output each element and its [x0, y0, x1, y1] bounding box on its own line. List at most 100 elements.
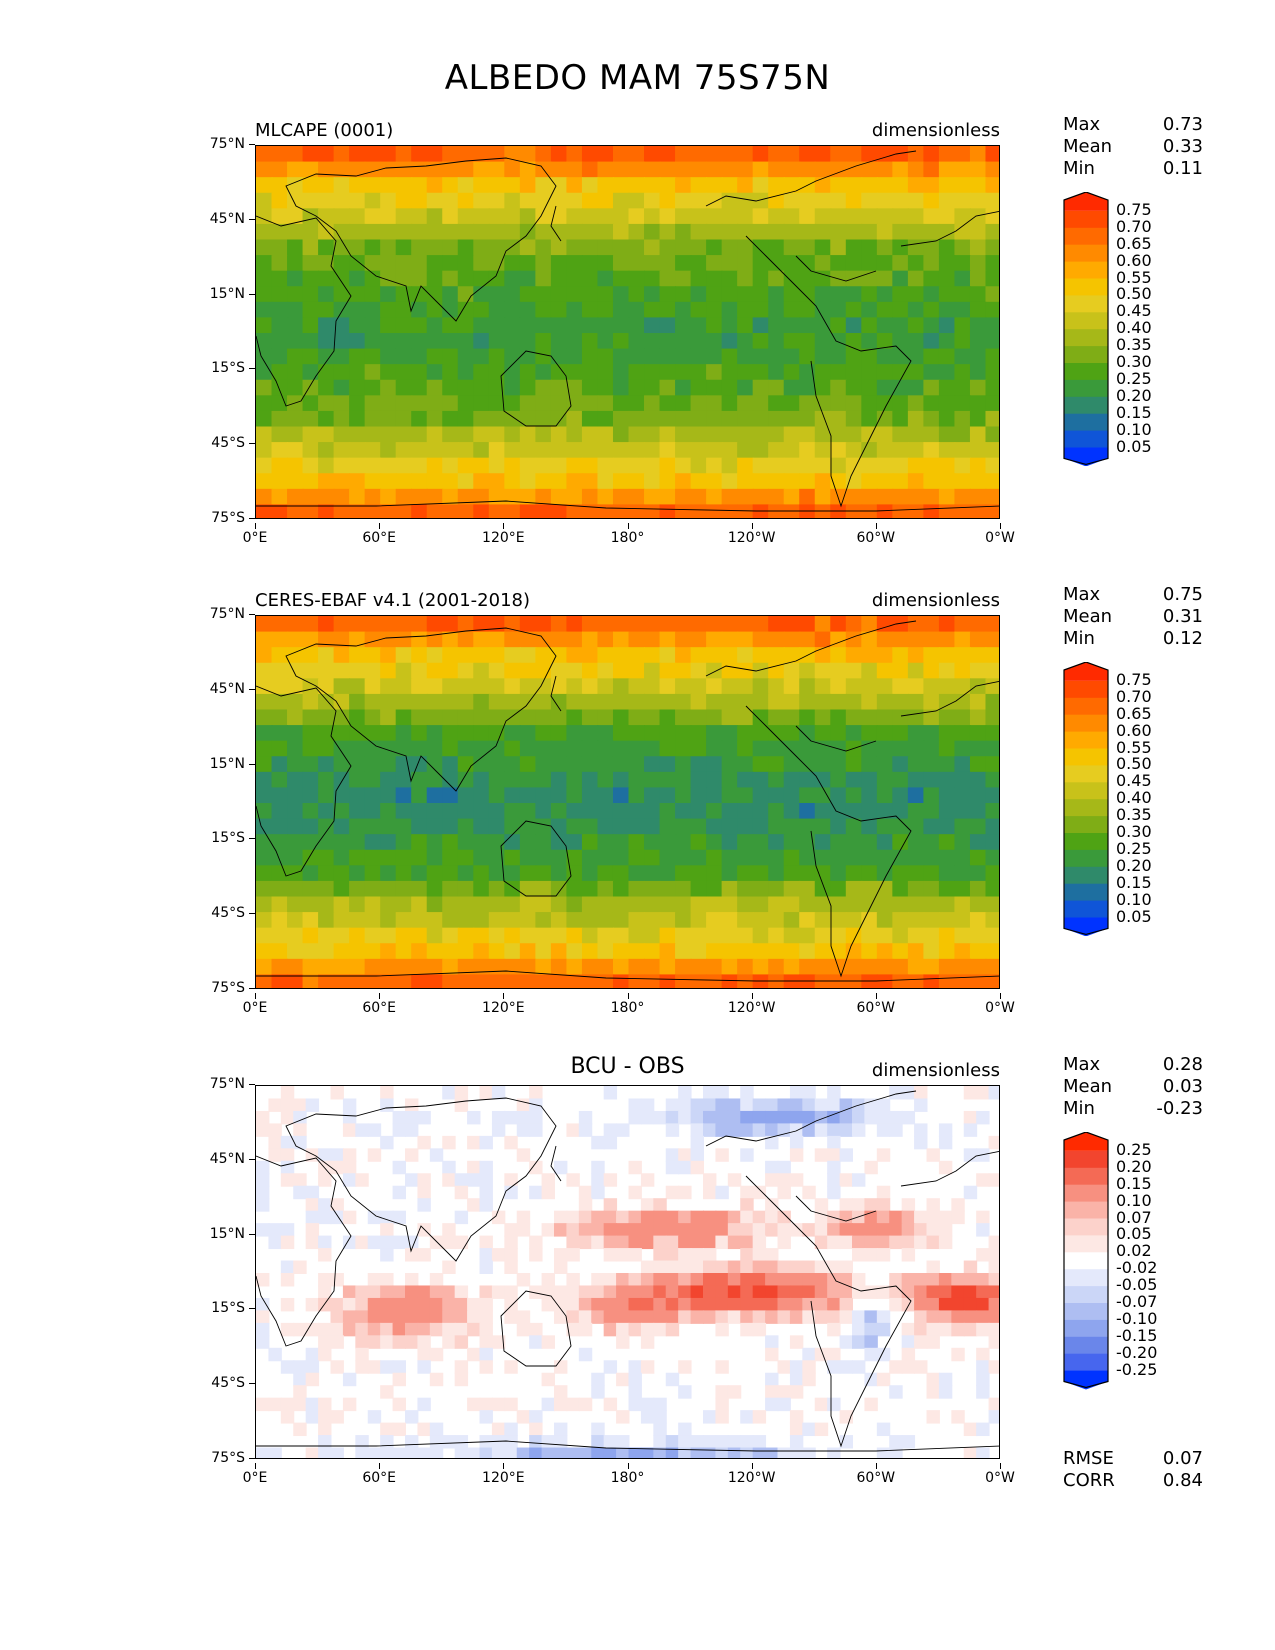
- lon-tick-label: 120°W: [722, 523, 782, 546]
- colorbar-tick-label: 0.15: [1116, 402, 1152, 422]
- colorbar-tick-label: -0.02: [1116, 1258, 1158, 1278]
- colorbar-tick-label: 0.20: [1116, 1156, 1152, 1176]
- colorbar-tick-label: 0.02: [1116, 1241, 1152, 1261]
- panel-title: MLCAPE (0001): [255, 120, 394, 141]
- albedo-field: [256, 616, 999, 988]
- colorbar-tick-label: 0.40: [1116, 318, 1152, 338]
- figure-title: ALBEDO MAM 75S75N: [444, 58, 831, 98]
- colorbar-tick-label: 0.15: [1116, 1173, 1152, 1193]
- colorbar-swatch: [1064, 346, 1108, 364]
- colorbar-tick-label: 0.20: [1116, 855, 1152, 875]
- panel-model: MLCAPE (0001) dimensionless Max 0.73 Mean…: [0, 114, 1275, 590]
- colorbar-tick-label: 0.07: [1116, 1207, 1152, 1227]
- lon-tick-label: 0°W: [970, 523, 1030, 546]
- colorbar-swatch: [1064, 430, 1108, 448]
- max-label: Max: [1063, 114, 1101, 135]
- colorbar-tick-label: 0.50: [1116, 754, 1152, 774]
- colorbar-tick-label: 0.75: [1116, 669, 1152, 689]
- lat-tick-label: 15°N: [190, 1226, 255, 1242]
- lon-tick-label: 0°W: [970, 1463, 1030, 1486]
- lat-tick-label: 45°S: [190, 905, 255, 921]
- lon-tick-label: 180°: [598, 1463, 658, 1486]
- colorbar-swatches: [1063, 662, 1109, 937]
- colorbar-swatch: [1064, 1201, 1108, 1219]
- mean-label: Mean: [1063, 1076, 1113, 1097]
- max-label: Max: [1063, 584, 1101, 605]
- min-value: 0.11: [1162, 158, 1203, 179]
- colorbar-swatch: [1064, 816, 1108, 834]
- min-label: Min: [1063, 1098, 1095, 1119]
- albedo-field: [256, 146, 999, 518]
- lat-tick-label: 15°N: [190, 286, 255, 302]
- colorbar-tick-label: -0.20: [1116, 1342, 1158, 1362]
- colorbar-swatch: [1064, 379, 1108, 398]
- colorbar-tick-label: 0.30: [1116, 822, 1152, 841]
- colorbar-swatch: [1064, 1167, 1108, 1186]
- lon-tick-label: 120°E: [473, 1463, 533, 1486]
- colorbar-swatch: [1064, 833, 1108, 851]
- colorbar-tick-label: 0.35: [1116, 335, 1152, 355]
- colorbar-swatch: [1064, 192, 1108, 211]
- min-label: Min: [1063, 158, 1095, 179]
- colorbar-swatches: [1063, 1132, 1109, 1390]
- min-value: -0.23: [1156, 1098, 1203, 1119]
- colorbar-tick-label: 0.45: [1116, 771, 1152, 791]
- colorbar-swatch: [1064, 866, 1108, 885]
- colorbar-swatch: [1064, 396, 1108, 415]
- colorbar-tick-label: 0.05: [1116, 906, 1152, 926]
- colorbar-swatch: [1064, 363, 1108, 381]
- colorbar-tick-label: 0.70: [1116, 216, 1152, 236]
- lat-tick-label: 15°S: [190, 830, 255, 846]
- colorbar-tick-label: 0.15: [1116, 872, 1152, 892]
- max-label: Max: [1063, 1054, 1101, 1075]
- colorbar-swatch: [1064, 1286, 1108, 1304]
- panel-units: dimensionless: [871, 1060, 1000, 1081]
- colorbar-tick-label: -0.07: [1116, 1292, 1158, 1311]
- albedo-map: [255, 145, 1000, 519]
- colorbar-swatch: [1064, 1370, 1108, 1390]
- colorbar-swatch: [1064, 1235, 1108, 1253]
- colorbar-swatch: [1064, 900, 1108, 918]
- lon-tick-label: 120°E: [473, 523, 533, 546]
- colorbar-tick-label: 0.10: [1116, 889, 1152, 909]
- lon-tick-label: 0°W: [970, 993, 1030, 1016]
- colorbar-swatch: [1064, 1353, 1108, 1372]
- colorbar-tick-label: 0.25: [1116, 1139, 1152, 1159]
- colorbar-tick-label: -0.05: [1116, 1275, 1158, 1295]
- colorbar-tick-label: 0.05: [1116, 1224, 1152, 1244]
- colorbar-tick-label: 0.10: [1116, 1190, 1152, 1210]
- colorbar-swatch: [1064, 261, 1108, 279]
- lon-tick-label: 120°W: [722, 1463, 782, 1486]
- rmse-corr-box: RMSE 0.07 CORR 0.84: [1063, 1448, 1203, 1492]
- colorbar-tick-label: 0.30: [1116, 352, 1152, 371]
- colorbar-swatch: [1064, 1303, 1108, 1321]
- colorbar-tick-label: 0.50: [1116, 284, 1152, 304]
- colorbar-swatches: [1063, 192, 1109, 467]
- colorbar-swatch: [1064, 295, 1108, 313]
- colorbar-swatch: [1064, 210, 1108, 229]
- colorbar-swatch: [1064, 447, 1108, 467]
- colorbar-tick-label: 0.65: [1116, 233, 1152, 253]
- colorbar-swatch: [1064, 1319, 1108, 1338]
- colorbar-tick-label: -0.15: [1116, 1325, 1158, 1345]
- colorbar-swatch: [1064, 883, 1108, 902]
- colorbar-swatch: [1064, 849, 1108, 868]
- colorbar-tick-label: 0.45: [1116, 301, 1152, 321]
- colorbar-tick-label: 0.10: [1116, 419, 1152, 439]
- colorbar-swatch: [1064, 1218, 1108, 1236]
- panel-observations: CERES-EBAF v4.1 (2001-2018) dimensionles…: [0, 584, 1275, 1060]
- colorbar-swatch: [1064, 1252, 1108, 1270]
- colorbar-swatch: [1064, 714, 1108, 733]
- min-value: 0.12: [1162, 628, 1203, 649]
- lon-tick-label: 0°E: [225, 1463, 285, 1486]
- mean-value: 0.33: [1162, 136, 1203, 157]
- lat-tick-label: 75°N: [190, 136, 255, 152]
- stats-box: Max 0.75 Mean 0.31 Min 0.12: [1063, 584, 1203, 650]
- lon-tick-label: 60°W: [846, 523, 906, 546]
- lat-tick-label: 75°N: [190, 1076, 255, 1092]
- colorbar-swatch: [1064, 680, 1108, 699]
- corr-label: CORR: [1063, 1470, 1115, 1491]
- colorbar-tick-label: 0.05: [1116, 436, 1152, 456]
- mean-label: Mean: [1063, 606, 1113, 627]
- colorbar-tick-label: 0.60: [1116, 720, 1152, 740]
